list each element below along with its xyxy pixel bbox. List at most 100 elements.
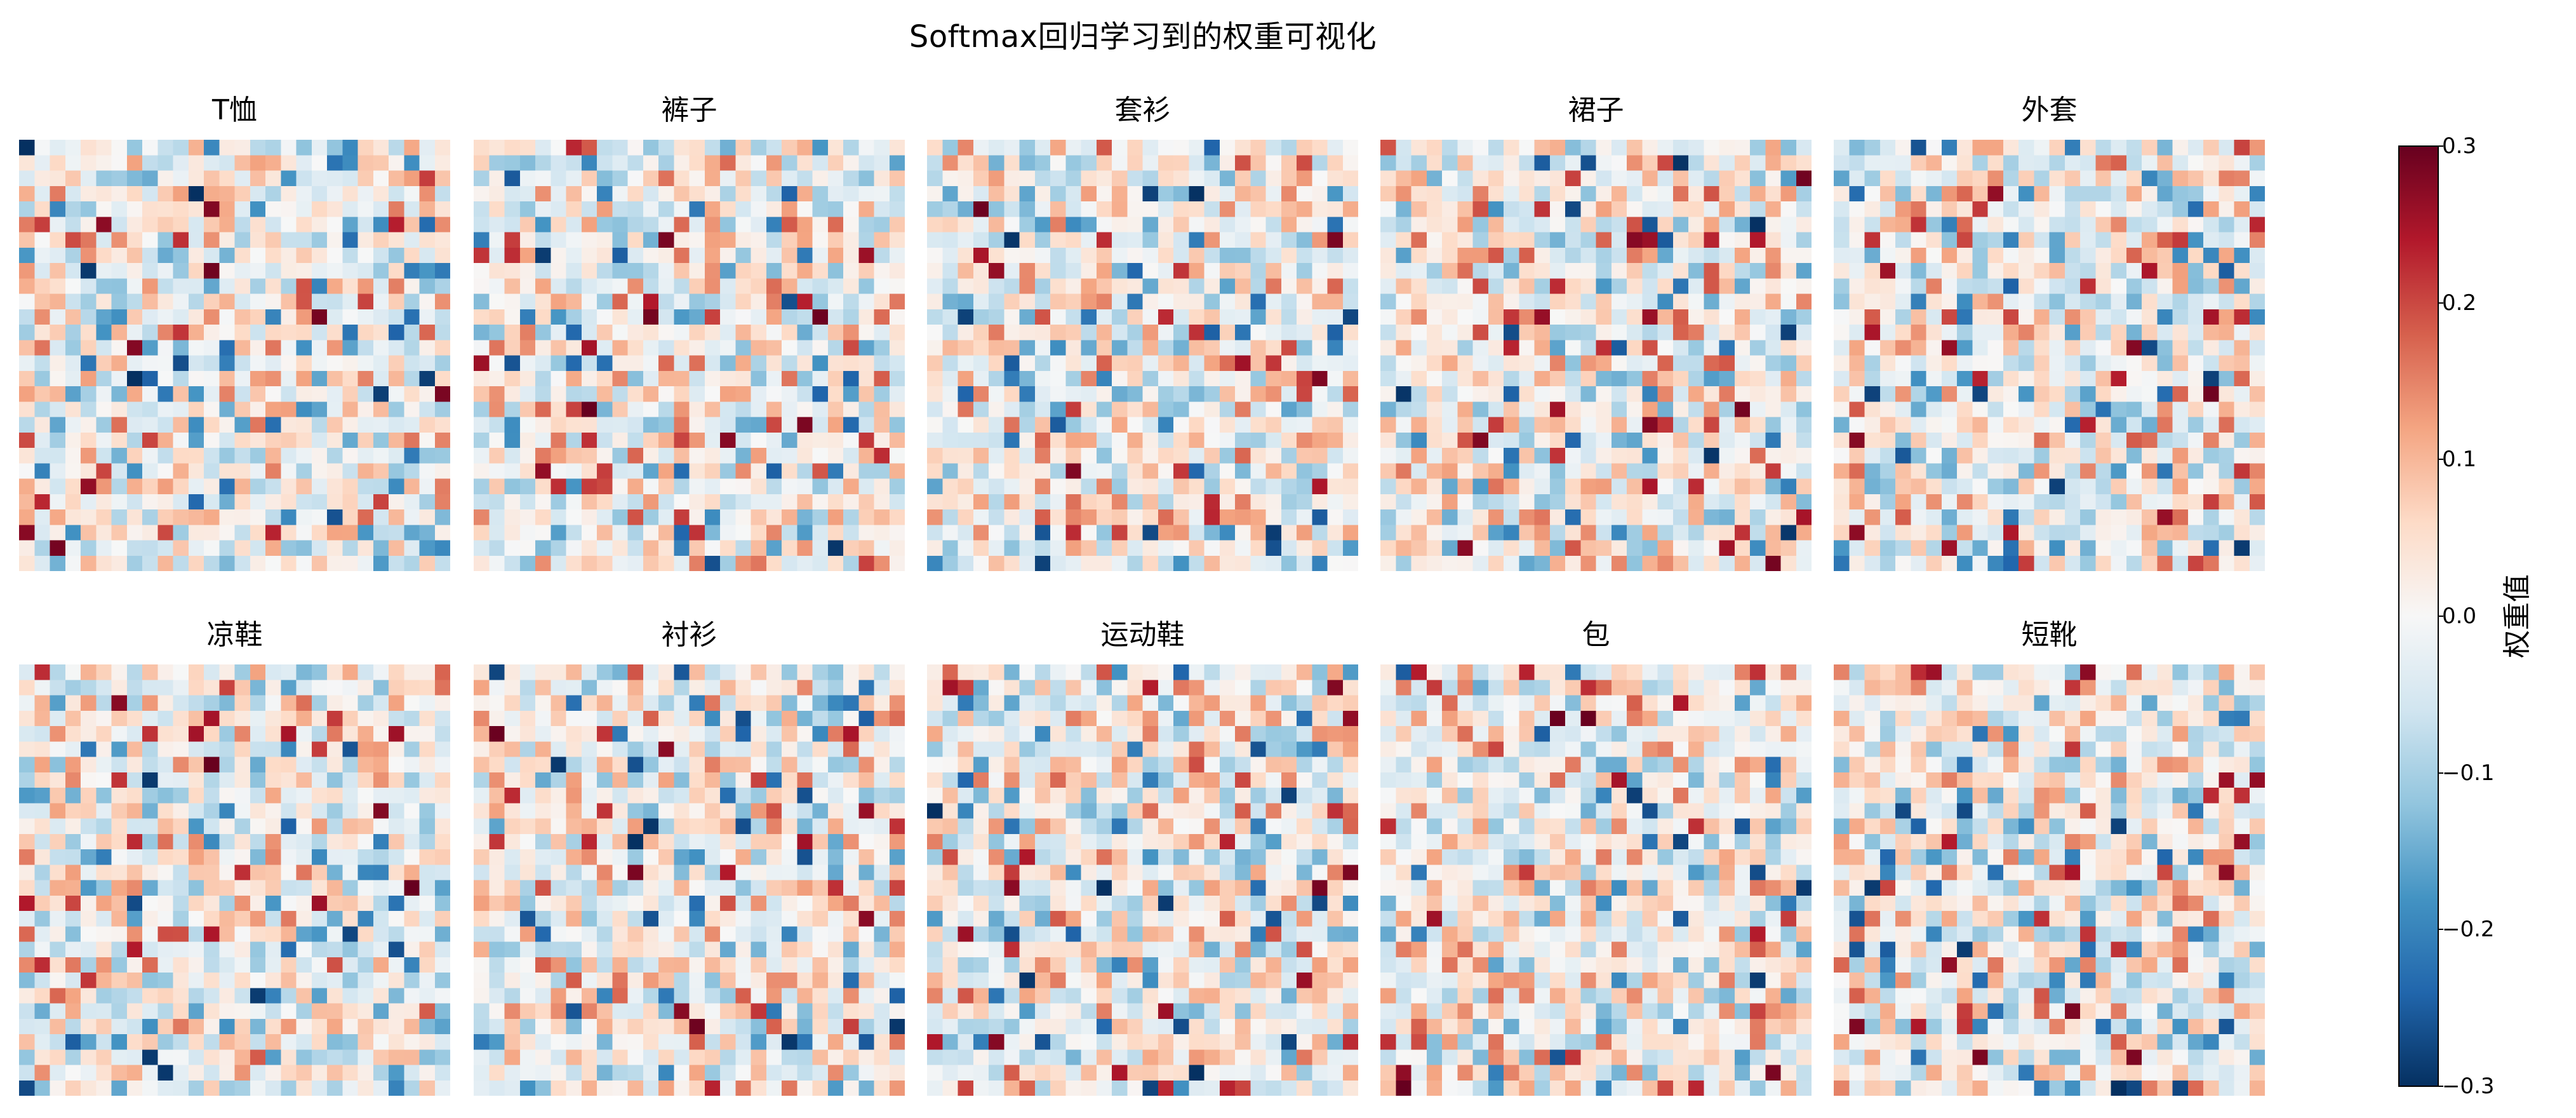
- heatmap-cell: [1765, 325, 1781, 340]
- heatmap-cell: [704, 185, 721, 202]
- heatmap-cell: [1657, 140, 1674, 156]
- heatmap-cell: [581, 788, 597, 804]
- heatmap-cell: [19, 509, 35, 525]
- heatmap-cell: [65, 803, 81, 819]
- heatmap-cell: [373, 849, 389, 865]
- heatmap-cell: [674, 232, 690, 248]
- heatmap-cell: [1580, 370, 1596, 387]
- heatmap-cell: [2080, 293, 2096, 310]
- heatmap-cell: [1534, 263, 1551, 279]
- heatmap-cell: [689, 170, 705, 187]
- heatmap-cell: [2034, 293, 2050, 310]
- heatmap-cell: [1765, 185, 1781, 202]
- heatmap-cell: [1879, 278, 1896, 294]
- heatmap-cell: [627, 741, 644, 757]
- heatmap-cell: [827, 140, 844, 156]
- heatmap-cell: [81, 325, 97, 340]
- heatmap-cell: [689, 478, 705, 495]
- heatmap-cell: [1596, 201, 1612, 217]
- heatmap-cell: [612, 293, 628, 310]
- heatmap-cell: [81, 478, 97, 495]
- heatmap-cell: [2142, 293, 2158, 310]
- heatmap-cell: [111, 201, 128, 217]
- heatmap-cell: [1019, 293, 1036, 310]
- heatmap-cell: [751, 757, 767, 773]
- heatmap-cell: [404, 155, 420, 171]
- heatmap-cell: [1396, 355, 1411, 372]
- heatmap-cell: [1380, 525, 1396, 541]
- heatmap-cell: [874, 370, 890, 387]
- heatmap-cell: [1796, 555, 1812, 571]
- heatmap-cell: [2187, 140, 2204, 156]
- heatmap-cell: [989, 263, 1004, 279]
- heatmap-cell: [265, 509, 281, 525]
- heatmap-cell: [327, 185, 343, 202]
- heatmap-cell: [1627, 170, 1643, 187]
- heatmap-cell: [504, 140, 521, 156]
- heatmap-cell: [111, 941, 128, 958]
- heatmap-cell: [1127, 170, 1143, 187]
- heatmap-cell: [204, 448, 220, 464]
- heatmap-cell: [704, 432, 721, 448]
- heatmap-cell: [1688, 401, 1704, 417]
- heatmap-cell: [96, 201, 112, 217]
- heatmap-cell: [373, 926, 389, 942]
- heatmap-cell: [2142, 525, 2158, 541]
- heatmap-cell: [327, 555, 343, 571]
- heatmap-cell: [1504, 247, 1519, 264]
- heatmap-cell: [2249, 525, 2265, 541]
- heatmap-cell: [2142, 155, 2158, 171]
- heatmap-cell: [889, 340, 905, 356]
- heatmap-cell: [927, 293, 943, 310]
- heatmap-cell: [674, 386, 690, 402]
- heatmap-cell: [419, 926, 436, 942]
- heatmap-cell: [1519, 232, 1535, 248]
- heatmap-cell: [34, 757, 50, 773]
- heatmap-cell: [419, 710, 436, 727]
- heatmap-cell: [474, 293, 490, 310]
- heatmap-cell: [219, 309, 235, 325]
- heatmap-cell: [1281, 401, 1297, 417]
- heatmap-cell: [1834, 509, 1850, 525]
- heatmap-cell: [389, 555, 404, 571]
- heatmap-cell: [581, 680, 597, 696]
- heatmap-cell: [219, 957, 235, 973]
- heatmap-cell: [1642, 309, 1658, 325]
- heatmap-cell: [1611, 355, 1627, 372]
- heatmap-cell: [250, 772, 266, 788]
- heatmap-cell: [1342, 509, 1358, 525]
- heatmap-cell: [1034, 201, 1051, 217]
- heatmap-cell: [1081, 155, 1097, 171]
- heatmap-cell: [1297, 525, 1312, 541]
- heatmap-cell: [489, 263, 505, 279]
- heatmap-cell: [1750, 525, 1766, 541]
- heatmap-cell: [1488, 309, 1504, 325]
- heatmap-cell: [973, 401, 989, 417]
- heatmap-cell: [1342, 478, 1358, 495]
- heatmap-cell: [173, 201, 189, 217]
- heatmap-cell: [1472, 448, 1489, 464]
- heatmap-cell: [173, 432, 189, 448]
- heatmap-cell: [327, 278, 343, 294]
- heatmap-cell: [597, 217, 613, 232]
- heatmap-cell: [612, 355, 628, 372]
- heatmap-cell: [720, 757, 736, 773]
- heatmap-cell: [311, 726, 328, 742]
- heatmap-cell: [96, 417, 112, 433]
- heatmap-cell: [1957, 540, 1973, 556]
- heatmap-cell: [1642, 185, 1658, 202]
- heatmap-cell: [1173, 555, 1189, 571]
- heatmap-cell: [142, 788, 158, 804]
- heatmap-cell: [342, 880, 358, 896]
- heatmap-cell: [1327, 509, 1344, 525]
- heatmap-cell: [1864, 432, 1881, 448]
- heatmap-cell: [812, 741, 829, 757]
- heatmap-cell: [843, 278, 859, 294]
- heatmap-cell: [219, 217, 235, 232]
- heatmap-cell: [1596, 217, 1612, 232]
- heatmap-cell: [2219, 247, 2234, 264]
- heatmap-cell: [751, 232, 767, 248]
- heatmap-cell: [1611, 401, 1627, 417]
- heatmap-cell: [311, 170, 328, 187]
- heatmap-cell: [373, 788, 389, 804]
